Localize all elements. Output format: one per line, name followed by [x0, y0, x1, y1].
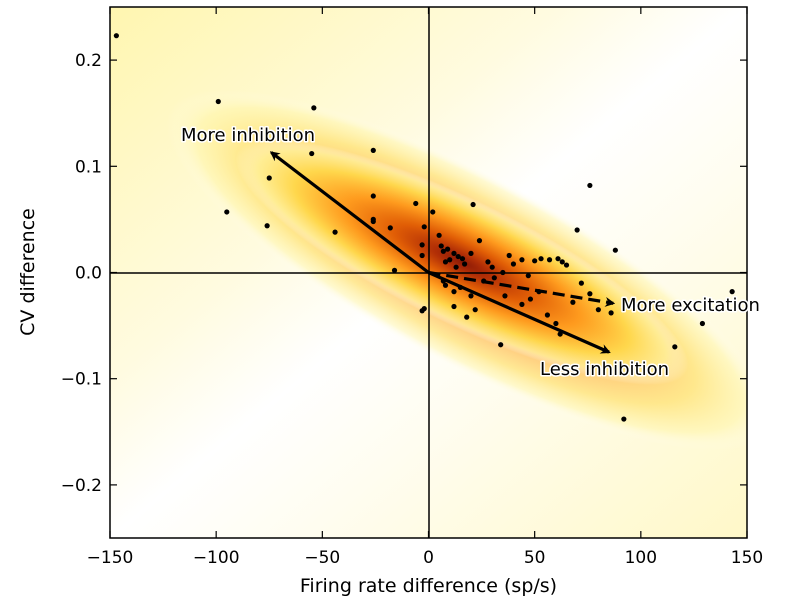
- x-tick-label: −150: [87, 548, 134, 568]
- x-axis-title: Firing rate difference (sp/s): [300, 575, 557, 597]
- direction-arrow-1: [427, 271, 611, 354]
- data-point: [370, 218, 376, 225]
- data-point: [502, 293, 508, 299]
- data-point: [215, 98, 221, 105]
- data-point: [464, 314, 470, 320]
- data-point: [544, 312, 551, 318]
- data-point: [476, 238, 483, 244]
- data-point: [570, 299, 576, 305]
- y-tick-label: 0.0: [75, 264, 102, 284]
- data-point: [699, 320, 706, 327]
- data-point: [370, 193, 376, 199]
- data-point: [595, 307, 601, 313]
- data-point: [574, 227, 580, 233]
- data-point: [468, 293, 474, 299]
- arrow-label-more-inhibition: More inhibition: [181, 125, 315, 146]
- data-point: [224, 209, 230, 215]
- data-point: [519, 301, 525, 307]
- data-point: [451, 289, 457, 295]
- data-point: [485, 259, 491, 265]
- density-heatmap-core: [235, 139, 689, 385]
- data-point: [451, 250, 457, 256]
- data-point: [391, 267, 398, 273]
- data-point: [311, 105, 317, 111]
- data-point: [506, 252, 512, 259]
- direction-arrow-0: [269, 151, 430, 274]
- data-point: [608, 310, 614, 316]
- y-tick-label: 0.2: [75, 51, 102, 71]
- arrow-label-more-excitation: More excitation: [621, 295, 760, 316]
- data-point: [419, 252, 425, 259]
- data-point: [532, 258, 538, 264]
- data-point: [729, 289, 735, 295]
- y-tick-label: −0.1: [61, 370, 102, 390]
- data-point: [461, 261, 468, 267]
- data-point: [413, 200, 419, 207]
- data-point: [525, 273, 531, 279]
- data-point: [578, 280, 584, 286]
- data-point: [546, 257, 553, 263]
- data-point: [472, 307, 478, 313]
- data-point: [442, 259, 449, 265]
- data-point: [491, 275, 497, 281]
- data-point: [370, 147, 376, 153]
- data-point: [587, 182, 593, 189]
- x-tick-label: 100: [625, 548, 657, 568]
- y-axis-ticks: −0.2 −0.1 0.0 0.1 0.2: [61, 51, 747, 496]
- data-point: [553, 320, 559, 327]
- data-point: [621, 416, 627, 422]
- direction-arrows: [269, 151, 616, 354]
- data-point: [430, 209, 436, 215]
- data-point: [672, 344, 678, 350]
- x-tick-label: 150: [731, 548, 763, 568]
- data-point: [442, 282, 449, 288]
- data-point: [468, 250, 474, 256]
- data-point: [555, 256, 561, 262]
- data-point: [447, 257, 453, 263]
- data-point: [445, 246, 451, 252]
- x-tick-label: −100: [193, 548, 240, 568]
- data-point: [489, 264, 495, 270]
- data-point: [559, 259, 565, 265]
- data-point: [436, 232, 442, 238]
- data-point: [563, 262, 570, 268]
- x-tick-label: −50: [304, 548, 340, 568]
- plot-area: [110, 7, 747, 538]
- data-point: [453, 264, 459, 270]
- data-point: [266, 175, 272, 181]
- data-point: [455, 253, 461, 260]
- data-point: [451, 303, 457, 310]
- data-point: [612, 247, 618, 253]
- data-point: [587, 291, 593, 297]
- data-point: [510, 261, 517, 267]
- x-axis-ticks: −150 −100 −50 0 50 100 150: [87, 7, 763, 568]
- x-tick-label: 0: [423, 548, 434, 568]
- data-point: [527, 296, 534, 302]
- data-point: [440, 248, 446, 254]
- arrow-label-less-inhibition: Less inhibition: [540, 359, 669, 380]
- data-point: [419, 242, 425, 248]
- data-point: [309, 150, 315, 157]
- data-point: [332, 229, 338, 235]
- data-point: [470, 201, 476, 208]
- y-tick-label: 0.1: [75, 157, 102, 177]
- direction-arrow-2: [428, 270, 616, 307]
- data-point: [387, 225, 393, 231]
- data-point: [438, 243, 444, 249]
- data-point: [500, 269, 506, 276]
- x-tick-label: 50: [524, 548, 546, 568]
- data-point: [419, 308, 425, 314]
- data-point: [459, 256, 466, 262]
- y-axis-title: CV difference: [17, 208, 39, 336]
- data-point: [498, 342, 504, 348]
- data-point: [519, 257, 525, 263]
- data-point: [264, 223, 270, 229]
- y-tick-label: −0.2: [61, 476, 102, 496]
- data-point: [113, 33, 119, 39]
- data-point: [421, 224, 427, 230]
- data-point: [538, 256, 544, 262]
- data-points: [113, 33, 735, 422]
